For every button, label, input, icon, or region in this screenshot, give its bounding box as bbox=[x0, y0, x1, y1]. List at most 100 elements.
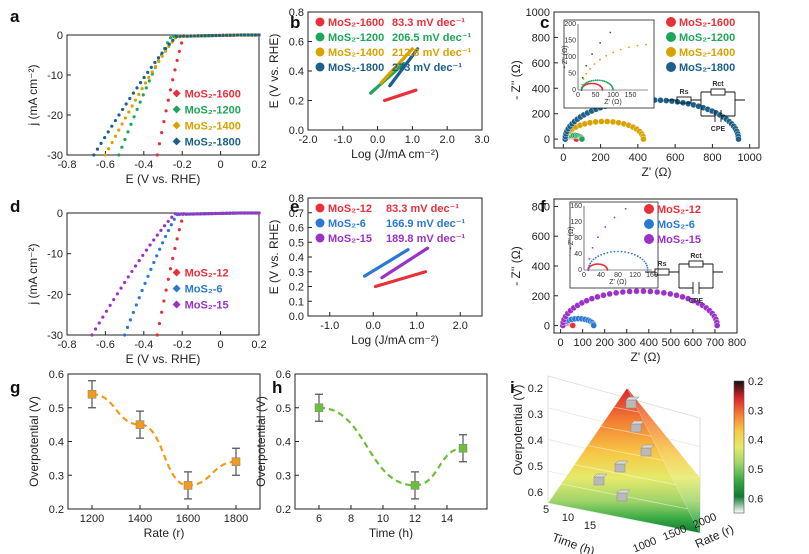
data-point bbox=[135, 107, 139, 112]
y-tick-label: 0.8 bbox=[289, 7, 304, 19]
data-point bbox=[232, 33, 236, 37]
legend-marker bbox=[315, 203, 325, 213]
y-tick-label: 0 bbox=[544, 321, 550, 333]
tafel-line bbox=[380, 246, 430, 280]
x-axis-label: Log (J/mA cm⁻²) bbox=[351, 333, 439, 347]
inset-y-tick-label: 0 bbox=[578, 267, 582, 274]
data-point bbox=[213, 211, 218, 216]
inset-point bbox=[594, 256, 597, 259]
y-tick-label: 1000 bbox=[631, 535, 658, 554]
inset-point bbox=[636, 44, 639, 47]
panel-label-d: d bbox=[10, 197, 20, 216]
inset-frame bbox=[569, 201, 659, 289]
y-tick-label: 0.6 bbox=[49, 369, 64, 381]
plot-frame bbox=[66, 34, 260, 156]
data-point bbox=[143, 81, 148, 85]
inset-point bbox=[609, 251, 612, 253]
y-tick-label: 0.5 bbox=[289, 237, 304, 249]
data-point bbox=[155, 254, 159, 258]
data-point bbox=[140, 288, 144, 293]
slope-label: 83.3 mV dec⁻¹ bbox=[392, 17, 465, 29]
data-point bbox=[235, 33, 240, 37]
inset-point bbox=[624, 251, 627, 253]
slope-label: 83.3 mV dec⁻¹ bbox=[386, 203, 459, 215]
inset-y-tick-label: 80 bbox=[574, 235, 582, 242]
data-point bbox=[126, 275, 130, 279]
data-point bbox=[160, 51, 164, 55]
inset-point bbox=[585, 72, 588, 75]
data-point bbox=[125, 325, 130, 330]
inset-x-tick-label: 50 bbox=[592, 92, 600, 99]
data-point bbox=[148, 243, 152, 247]
inset-frame bbox=[563, 19, 655, 109]
x-tick-label: 0.0 bbox=[366, 320, 381, 332]
y-tick-label: 0.0 bbox=[289, 125, 304, 137]
trend-line bbox=[318, 406, 464, 487]
panel-label-g: g bbox=[10, 378, 20, 397]
x-tick-label: 600 bbox=[684, 337, 702, 349]
x-axis-label: Time (h) bbox=[369, 526, 413, 540]
y-tick-label: 800 bbox=[532, 201, 550, 213]
inset-point bbox=[587, 269, 590, 271]
panel-f: 0 100 200 300 400 500 600 700 8000200400600800Z'… bbox=[509, 198, 746, 364]
data-point bbox=[178, 34, 182, 38]
inset-point bbox=[581, 83, 583, 86]
data-point bbox=[633, 287, 640, 295]
inset-y-tick-label: 100 bbox=[564, 54, 576, 61]
data-point bbox=[207, 34, 211, 38]
data-point bbox=[144, 248, 149, 252]
cpe-element bbox=[692, 282, 700, 294]
y-tick-label: 0.4 bbox=[289, 66, 304, 78]
data-point bbox=[142, 75, 146, 80]
data-point bbox=[210, 211, 214, 216]
inset-point bbox=[620, 250, 623, 253]
x-tick-label: -0.4 bbox=[134, 159, 153, 171]
inset-point bbox=[612, 89, 614, 91]
legend-label: MoS₂-6 bbox=[185, 283, 223, 295]
colorbar-tick-label: 0.5 bbox=[748, 464, 763, 476]
data-point bbox=[126, 130, 130, 134]
colorbar-tick-label: 0.4 bbox=[748, 435, 763, 447]
x-axis-label: Z' (Ω) bbox=[642, 165, 672, 179]
data-point bbox=[225, 33, 229, 37]
legend-label: MoS₂-1600 bbox=[679, 17, 735, 29]
y-tick-label: 400 bbox=[532, 83, 550, 95]
data-point bbox=[155, 153, 159, 157]
x-tick-label: 3.0 bbox=[474, 134, 489, 146]
inset-y-tick-label: 40 bbox=[574, 251, 582, 258]
y-tick-label: 600 bbox=[532, 58, 550, 70]
data-point bbox=[169, 223, 173, 227]
x-tick-label: -0.6 bbox=[96, 339, 115, 351]
data-marker bbox=[630, 423, 642, 433]
data-point bbox=[110, 140, 114, 145]
legend-label: MoS₂-12 bbox=[328, 203, 372, 215]
z-tick-label: 0.4 bbox=[528, 435, 543, 447]
data-point bbox=[221, 33, 225, 37]
y-tick-label: 0.2 bbox=[289, 282, 304, 294]
inset-point bbox=[643, 260, 646, 263]
legend-marker bbox=[172, 284, 181, 293]
data-point bbox=[185, 34, 189, 38]
x-tick-label: 0.0 bbox=[370, 134, 385, 146]
inset-y-tick-label: 160 bbox=[570, 203, 582, 210]
data-point bbox=[257, 33, 261, 37]
panel-h: 6 8 10 12 14 0.2 0.3 0.4 0.5 0.6 Time (h) Overpoten… bbox=[254, 369, 488, 540]
data-point bbox=[177, 212, 181, 216]
data-point bbox=[134, 303, 138, 307]
inset-point bbox=[605, 54, 608, 57]
data-point bbox=[179, 219, 184, 223]
inset-point bbox=[589, 80, 591, 83]
y-tick-label: 800 bbox=[532, 32, 550, 44]
y-tick-label: -10 bbox=[47, 70, 63, 82]
inset-point bbox=[589, 82, 592, 85]
inset-point bbox=[606, 81, 609, 84]
data-point bbox=[206, 212, 210, 216]
slope-label: 189.8 mV dec⁻¹ bbox=[386, 233, 466, 245]
inset-point bbox=[581, 76, 584, 79]
data-point bbox=[606, 290, 613, 298]
inset-x-tick-label: 100 bbox=[607, 92, 619, 99]
x-tick-label: 400 bbox=[629, 152, 647, 164]
inset-point bbox=[591, 53, 593, 55]
data-marker-top bbox=[630, 420, 645, 425]
inset-point bbox=[590, 79, 593, 82]
